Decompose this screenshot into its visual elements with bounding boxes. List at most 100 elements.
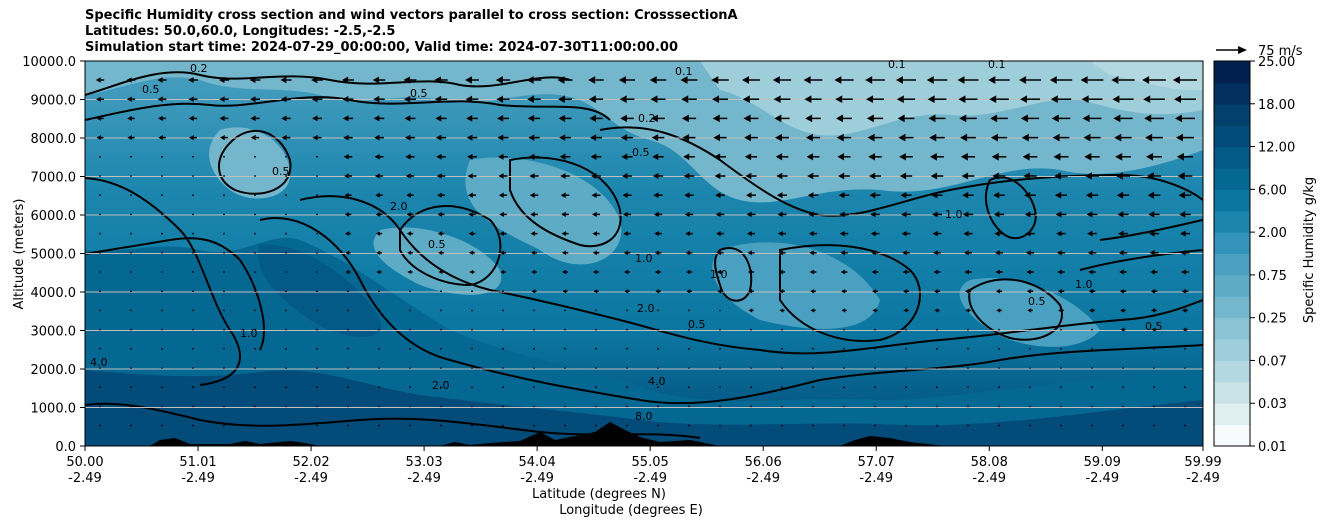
wind-vector-arrow-icon [685, 269, 691, 275]
wind-vector-dot [285, 347, 287, 350]
wind-vector-dot [409, 367, 411, 369]
wind-vector-dot [905, 405, 907, 408]
wind-vector-arrow-icon [1179, 230, 1186, 237]
wind-vector-dot [905, 347, 907, 350]
humidity-region-dry-pocket-3 [209, 127, 290, 199]
x-tick-label-lon: -2.49 [520, 471, 554, 486]
wind-vector-dot [1091, 367, 1093, 369]
colorbar: 0.01 0.03 0.07 0.25 0.75 2.00 6.00 12.00 18.00 25… [1213, 55, 1295, 455]
wind-vector-dot [161, 405, 163, 408]
wind-vector-dot [750, 367, 752, 369]
wind-vector-dot [347, 290, 349, 293]
y-tick-label: 2000.0 [31, 363, 77, 378]
wind-vector-dot [347, 347, 349, 350]
wind-vector-dot [1091, 424, 1093, 427]
wind-vector-dot [781, 367, 783, 369]
wind-vector-dot [595, 367, 597, 369]
wind-vector-arrow-icon [1113, 114, 1121, 123]
wind-vector-dot [161, 155, 163, 158]
wind-vector-arrow-icon [557, 76, 565, 84]
x-tick-label-lon: -2.49 [294, 471, 328, 486]
wind-vector-arrow-icon [809, 269, 815, 275]
wind-vector-arrow-icon [899, 153, 906, 161]
contour-label: 0.5 [272, 165, 290, 178]
wind-vector-dot [440, 347, 442, 350]
wind-vector-dot [440, 367, 442, 369]
wind-vector-arrow-icon [1112, 95, 1120, 104]
wind-vector-dot [502, 347, 504, 350]
wind-vector-dot [223, 194, 225, 197]
contour-line [299, 195, 1203, 355]
wind-vector-arrow-icon [713, 133, 721, 142]
wind-vector-dot [254, 328, 256, 331]
wind-vector-dot [1184, 424, 1186, 427]
wind-vector-arrow-icon [932, 230, 938, 237]
wind-vector-arrow-icon [437, 192, 442, 198]
wind-vector-dot [192, 290, 194, 293]
wind-vector-arrow-icon [684, 192, 690, 199]
colorbar-segment [1214, 167, 1250, 190]
wind-vector-arrow-icon [280, 96, 287, 103]
wind-vector-dot [781, 347, 783, 350]
wind-vector-dot [998, 367, 1000, 369]
wind-vector-dot [1122, 386, 1124, 389]
wind-vector-arrow-icon [560, 192, 566, 198]
wind-vector-arrow-icon [530, 231, 535, 237]
wind-vector-dot [1153, 386, 1155, 389]
wind-vectors [95, 76, 1198, 427]
wind-vector-dot [99, 405, 101, 408]
wind-vector-dot [719, 328, 721, 331]
wind-vector-arrow-icon [342, 76, 349, 84]
wind-vector-arrow-icon [928, 114, 936, 123]
colorbar-segment [1214, 381, 1250, 404]
wind-vector-arrow-icon [249, 76, 256, 84]
wind-vector-arrow-icon [593, 269, 598, 275]
wind-vector-dot [1091, 328, 1093, 331]
wind-vector-dot [254, 251, 256, 254]
wind-vector-dot [1029, 328, 1031, 331]
wind-vector-arrow-icon [684, 211, 690, 218]
wind-vector-dot [99, 213, 101, 216]
wind-vector-arrow-icon [747, 230, 752, 237]
wind-vector-arrow-icon [157, 96, 163, 102]
wind-vector-arrow-icon [930, 172, 938, 180]
wind-vector-arrow-icon [622, 192, 628, 199]
wind-vector-arrow-icon [1022, 152, 1030, 161]
wind-vector-arrow-icon [903, 308, 908, 313]
colorbar-segment [1214, 360, 1250, 383]
wind-vector-arrow-icon [962, 191, 969, 199]
wind-vector-arrow-icon [931, 211, 938, 218]
wind-vector-arrow-icon [96, 135, 101, 141]
colorbar-segment [1214, 189, 1250, 212]
wind-vector-dot [161, 232, 163, 235]
wind-vector-arrow-icon [281, 115, 287, 122]
contour-label: 0.1 [888, 58, 906, 71]
wind-vector-arrow-icon [188, 96, 194, 103]
horizontal-gridlines [85, 99, 1203, 408]
wind-vector-dot [161, 386, 163, 389]
wind-vector-dot [440, 328, 442, 331]
wind-vector-arrow-icon [1118, 250, 1124, 256]
wind-vector-arrow-icon [807, 172, 814, 180]
contour-label: 2.0 [637, 302, 655, 315]
wind-vector-arrow-icon [1081, 95, 1089, 104]
x-tick-label-lat: 54.04 [519, 455, 556, 470]
wind-vector-arrow-icon [373, 115, 380, 122]
wind-vector-arrow-icon [1085, 191, 1093, 199]
wind-vector-dot [316, 309, 318, 312]
wind-vector-arrow-icon [219, 96, 225, 103]
wind-vector-arrow-icon [1086, 211, 1093, 218]
colorbar-segment [1214, 317, 1250, 340]
x-tick-label-lat: 52.02 [292, 455, 329, 470]
wind-vector-dot [502, 386, 504, 389]
wind-vector-arrow-icon [96, 96, 101, 102]
wind-vector-arrow-icon [897, 114, 905, 123]
y-tick-label: 1000.0 [31, 402, 77, 417]
wind-vector-arrow-icon [1116, 172, 1123, 180]
wind-vector-arrow-icon [500, 269, 505, 275]
wind-vector-dot [812, 424, 814, 427]
wind-vector-dot [471, 405, 473, 408]
wind-vector-arrow-icon [1026, 288, 1032, 294]
wind-vector-arrow-icon [527, 114, 535, 122]
